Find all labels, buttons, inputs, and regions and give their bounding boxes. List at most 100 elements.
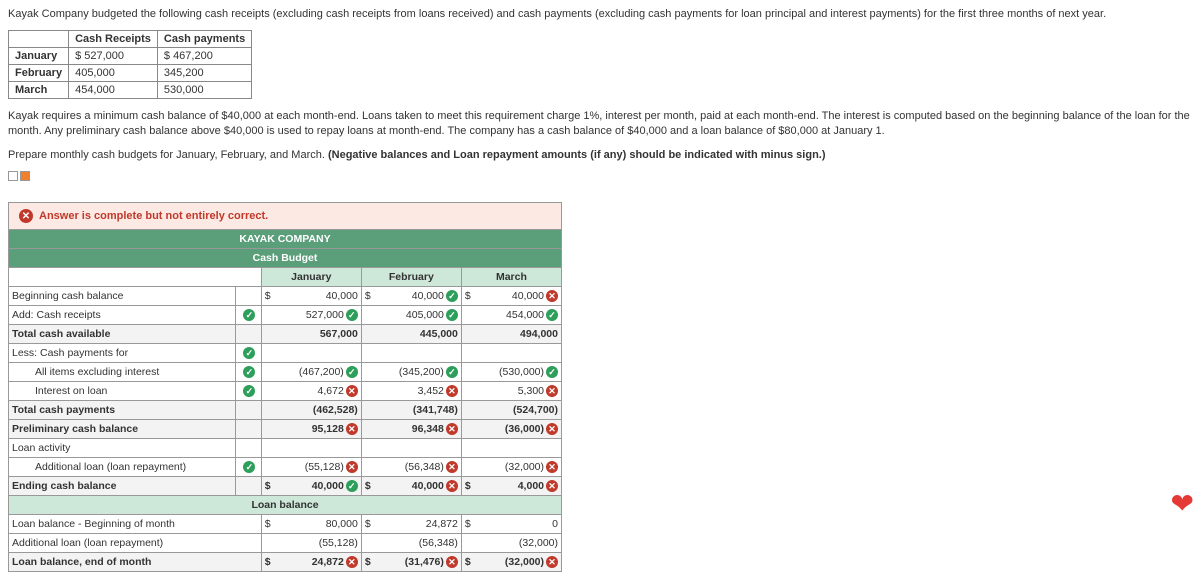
table-row: February 405,000 345,200 [9,65,252,82]
budget-cell: $4,000✕ [461,477,561,496]
table-row: Loan balance - Beginning of month $80,00… [9,515,562,534]
budget-cell [261,439,361,458]
x-icon: ✕ [446,461,458,473]
table-row: Additional loan (loan repayment) ✓ (55,1… [9,458,562,477]
budget-cell: $40,000 [261,287,361,306]
row-label: Add: Cash receipts [9,306,236,325]
input-hdr-payments: Cash payments [157,31,251,48]
row-label: Loan activity [9,439,236,458]
row-mark [235,401,261,420]
x-icon: ✕ [546,461,558,473]
budget-cell: 567,000 [261,325,361,344]
status-banner: ✕ Answer is complete but not entirely co… [8,202,562,229]
table-row: Preliminary cash balance 95,128✕96,348✕(… [9,420,562,439]
budget-table: KAYAK COMPANY Cash Budget January Februa… [8,229,562,572]
input-month: February [9,65,69,82]
check-icon: ✓ [446,309,458,321]
row-mark: ✓ [235,458,261,477]
x-icon: ✕ [546,556,558,568]
dot-icon [8,171,18,181]
x-icon: ✕ [346,556,358,568]
row-label: Total cash payments [9,401,236,420]
x-icon: ✕ [19,209,33,223]
row-label: Preliminary cash balance [9,420,236,439]
budget-cell: $40,000✓ [261,477,361,496]
budget-cell: (55,128)✕ [261,458,361,477]
row-label: Beginning cash balance [9,287,236,306]
budget-cell: 96,348✕ [361,420,461,439]
table-row: January $ 527,000 $ 467,200 [9,48,252,65]
budget-cell: 4,672✕ [261,382,361,401]
budget-cell [361,439,461,458]
x-icon: ✕ [546,423,558,435]
x-icon: ✕ [346,461,358,473]
x-icon: ✕ [446,556,458,568]
row-label: All items excluding interest [9,363,236,382]
table-row: Add: Cash receipts ✓ 527,000✓405,000✓454… [9,306,562,325]
budget-title: Cash Budget [9,249,562,268]
budget-cell: 3,452✕ [361,382,461,401]
row-label: Loan balance - Beginning of month [9,515,262,534]
budget-cell: $40,000✓ [361,287,461,306]
month-header: March [461,268,561,287]
input-cell: $ 527,000 [69,48,158,65]
budget-cell: 527,000✓ [261,306,361,325]
budget-cell [261,344,361,363]
input-cell: 530,000 [157,82,251,99]
budget-cell: $40,000✕ [361,477,461,496]
budget-cell: (56,348)✕ [361,458,461,477]
check-icon: ✓ [346,309,358,321]
check-icon: ✓ [446,366,458,378]
table-row: Beginning cash balance $40,000$40,000✓$4… [9,287,562,306]
budget-cell: 454,000✓ [461,306,561,325]
input-cell: 345,200 [157,65,251,82]
input-month: January [9,48,69,65]
table-row: Ending cash balance $40,000✓$40,000✕$4,0… [9,477,562,496]
check-icon: ✓ [243,309,255,321]
budget-cell [361,344,461,363]
requirements-text: Kayak requires a minimum cash balance of… [8,109,1192,140]
banner-text: Answer is complete but not entirely corr… [39,210,268,222]
row-mark: ✓ [235,344,261,363]
row-label: Less: Cash payments for [9,344,236,363]
table-row: Total cash payments (462,528)(341,748)(5… [9,401,562,420]
table-row: Loan activity [9,439,562,458]
input-cell: 454,000 [69,82,158,99]
budget-cell: 445,000 [361,325,461,344]
row-label: Additional loan (loan repayment) [9,458,236,477]
input-table: Cash Receipts Cash payments January $ 52… [8,30,252,99]
month-header: February [361,268,461,287]
x-icon: ✕ [546,385,558,397]
table-row: Less: Cash payments for ✓ [9,344,562,363]
row-label: Additional loan (loan repayment) [9,534,262,553]
budget-cell: $(32,000)✕ [461,553,561,572]
x-icon: ✕ [546,480,558,492]
budget-cell: 95,128✕ [261,420,361,439]
row-mark: ✓ [235,363,261,382]
budget-cell: (467,200)✓ [261,363,361,382]
input-month: March [9,82,69,99]
x-icon: ✕ [446,385,458,397]
check-icon: ✓ [243,366,255,378]
row-mark [235,477,261,496]
budget-cell: $0 [461,515,561,534]
table-row: March 454,000 530,000 [9,82,252,99]
x-icon: ✕ [446,480,458,492]
row-mark [235,439,261,458]
budget-cell: $24,872✕ [261,553,361,572]
check-icon: ✓ [243,461,255,473]
budget-cell: $80,000 [261,515,361,534]
table-row: Total cash available 567,000445,000494,0… [9,325,562,344]
x-icon: ✕ [346,423,358,435]
check-icon: ✓ [346,480,358,492]
row-label: Total cash available [9,325,236,344]
instructions-text: Prepare monthly cash budgets for January… [8,148,1192,163]
input-cell: $ 467,200 [157,48,251,65]
budget-cell: (55,128) [261,534,361,553]
input-cell: 405,000 [69,65,158,82]
x-icon: ✕ [446,423,458,435]
row-label: Interest on loan [9,382,236,401]
table-row: All items excluding interest ✓ (467,200)… [9,363,562,382]
month-header: January [261,268,361,287]
table-row: Loan balance, end of month $24,872✕$(31,… [9,553,562,572]
